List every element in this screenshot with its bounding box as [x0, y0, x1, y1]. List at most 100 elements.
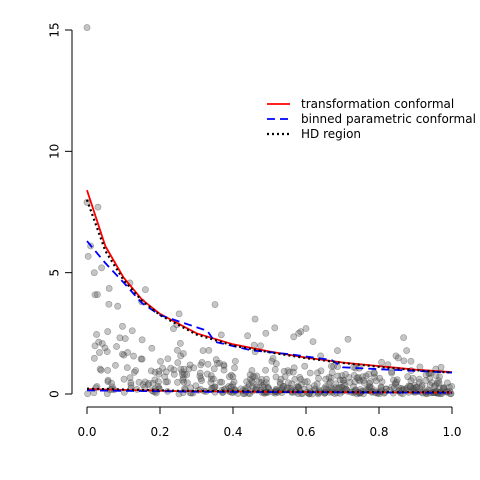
data-point — [181, 370, 188, 378]
data-point — [229, 381, 237, 389]
data-point — [371, 374, 379, 381]
data-point — [432, 372, 440, 380]
data-point — [230, 378, 238, 386]
data-point — [315, 374, 322, 382]
data-point — [167, 364, 175, 372]
data-point — [174, 378, 181, 386]
data-point — [407, 377, 415, 385]
data-point — [245, 381, 253, 389]
data-point — [98, 340, 106, 347]
data-point — [262, 329, 270, 337]
data-point — [443, 379, 451, 387]
data-point — [95, 338, 103, 346]
data-point — [403, 347, 411, 355]
data-point — [103, 348, 111, 355]
data-point — [346, 378, 354, 386]
data-point — [229, 373, 237, 381]
data-point — [393, 376, 401, 384]
data-point — [227, 383, 235, 391]
data-point — [271, 366, 279, 373]
data-point — [359, 373, 367, 381]
data-point — [435, 377, 443, 384]
data-point — [322, 383, 330, 391]
data-point — [207, 372, 215, 380]
data-point — [277, 375, 285, 383]
data-point — [400, 357, 408, 365]
data-point — [141, 286, 149, 294]
data-point — [198, 377, 205, 384]
data-point — [404, 373, 412, 381]
data-point — [130, 368, 138, 376]
data-point — [436, 373, 443, 381]
data-point — [101, 344, 109, 352]
y-ticks: 0 5 10 15 — [48, 22, 72, 398]
data-point — [334, 347, 341, 355]
data-point — [411, 381, 419, 389]
data-point — [226, 373, 233, 381]
data-point — [192, 382, 200, 390]
data-point — [412, 384, 420, 392]
data-point — [377, 384, 385, 392]
data-point — [370, 369, 378, 376]
data-point — [361, 379, 368, 387]
data-point — [433, 379, 441, 387]
data-point — [310, 382, 318, 390]
data-point — [260, 381, 268, 389]
data-point — [155, 367, 163, 375]
data-point — [97, 366, 105, 374]
data-points — [83, 24, 456, 398]
data-point — [91, 291, 99, 299]
data-point — [294, 383, 302, 391]
data-point — [426, 374, 434, 382]
data-point — [350, 371, 358, 379]
data-point — [332, 380, 340, 388]
y-tick-label: 5 — [48, 269, 62, 277]
data-point — [121, 335, 129, 343]
data-point — [405, 382, 413, 390]
data-point — [257, 379, 265, 386]
data-point — [392, 352, 400, 360]
data-point — [330, 362, 337, 370]
data-point — [394, 354, 402, 362]
data-point — [157, 358, 164, 365]
data-point — [164, 378, 171, 386]
data-point — [415, 378, 423, 386]
data-point — [198, 359, 206, 366]
data-point — [135, 378, 143, 386]
data-point — [227, 383, 234, 391]
data-point — [91, 342, 99, 350]
data-point — [297, 328, 305, 336]
data-point — [268, 357, 276, 365]
data-point — [190, 364, 198, 372]
data-point — [398, 384, 405, 392]
data-point — [114, 302, 122, 310]
data-point — [413, 383, 420, 391]
data-point — [119, 350, 126, 358]
data-point — [151, 376, 159, 384]
data-point — [327, 374, 335, 382]
data-point — [353, 374, 361, 382]
data-point — [259, 382, 267, 390]
data-point — [104, 366, 112, 374]
y-tick-label: 0 — [48, 390, 62, 398]
data-point — [218, 378, 226, 386]
series-upper-line — [85, 199, 453, 374]
interval-lines — [85, 189, 453, 394]
data-point — [335, 383, 343, 391]
x-tick-label: 0.2 — [150, 425, 169, 439]
data-point — [302, 325, 310, 332]
data-point — [372, 377, 380, 385]
data-point — [437, 363, 445, 371]
data-point — [360, 377, 367, 384]
data-point — [314, 369, 321, 377]
data-point — [288, 380, 296, 388]
data-point — [351, 378, 359, 386]
data-point — [147, 367, 155, 375]
data-point — [255, 378, 263, 386]
data-point — [345, 373, 353, 381]
series-upper-line — [86, 189, 453, 374]
data-point — [445, 383, 453, 391]
data-point — [297, 380, 305, 388]
data-point — [271, 324, 279, 332]
data-point — [376, 374, 384, 382]
